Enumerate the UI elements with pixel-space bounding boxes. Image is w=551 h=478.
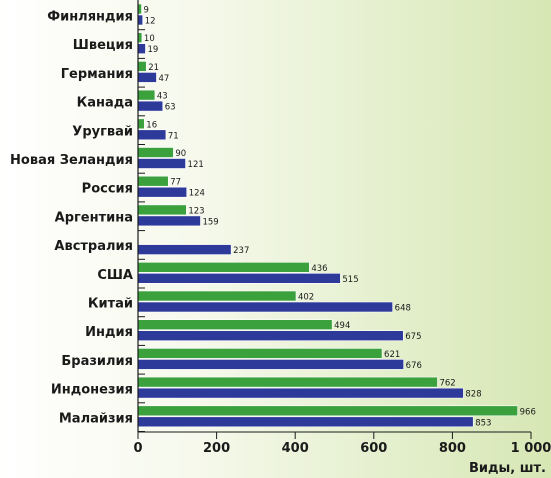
bar — [137, 405, 518, 417]
data-label: 10 — [144, 34, 155, 44]
data-label: 43 — [157, 92, 168, 102]
bar — [137, 387, 464, 399]
data-label: 515 — [342, 275, 358, 285]
bar — [137, 319, 333, 331]
bar — [137, 359, 404, 370]
bar — [137, 376, 438, 388]
x-tick-label: 800 — [439, 441, 466, 456]
data-label: 966 — [520, 407, 536, 417]
data-label: 63 — [165, 103, 176, 113]
bar — [137, 89, 156, 101]
x-tick-label: 0 — [133, 441, 142, 456]
x-axis-title: Виды, шт. — [469, 461, 546, 476]
category-label: Швеция — [73, 38, 133, 53]
category-label: Китай — [88, 297, 133, 312]
category-label: Уругвай — [72, 124, 133, 139]
data-label: 77 — [170, 178, 181, 188]
category-label: Бразилия — [61, 354, 133, 369]
data-label: 402 — [298, 293, 314, 303]
bar — [137, 416, 474, 428]
category-label: Индия — [85, 325, 133, 340]
bar — [137, 215, 201, 227]
data-label: 90 — [175, 149, 186, 159]
bar — [137, 272, 341, 284]
bar — [137, 129, 167, 141]
category-label: Новая Зеландия — [10, 153, 133, 168]
category-label: Россия — [82, 182, 133, 197]
category-label: Индонезия — [51, 383, 133, 398]
category-label: Германия — [61, 67, 133, 82]
data-label: 124 — [189, 189, 205, 199]
data-label: 121 — [188, 160, 204, 170]
data-label: 123 — [188, 206, 204, 216]
x-tick-label: 200 — [203, 441, 230, 456]
bar — [137, 61, 147, 72]
data-label: 12 — [145, 17, 156, 27]
bar — [137, 261, 310, 273]
category-label: Канада — [77, 96, 133, 111]
data-label: 648 — [395, 304, 411, 314]
category-label: Аргентина — [55, 210, 133, 225]
data-label: 21 — [148, 63, 159, 73]
data-label: 436 — [311, 264, 327, 274]
x-tick-label: 1 000 — [511, 441, 551, 456]
data-label: 19 — [147, 45, 158, 55]
data-label: 762 — [439, 379, 455, 389]
data-label: 853 — [475, 418, 491, 428]
data-label: 16 — [146, 120, 157, 130]
bar — [137, 72, 157, 83]
category-label: Австралия — [54, 239, 133, 254]
bar — [137, 14, 144, 26]
category-label: Финляндия — [47, 10, 133, 25]
bar — [137, 118, 145, 130]
category-label: Малайзия — [59, 411, 133, 426]
x-tick-label: 600 — [360, 441, 387, 456]
data-label: 9 — [144, 6, 149, 16]
data-label: 71 — [168, 131, 179, 141]
bar — [137, 175, 169, 187]
data-label: 494 — [334, 321, 350, 331]
bar — [137, 301, 393, 313]
bar — [137, 244, 232, 255]
data-label: 159 — [202, 217, 218, 227]
bar — [137, 158, 186, 169]
category-label: США — [97, 268, 133, 283]
bar — [137, 100, 164, 112]
data-label: 237 — [233, 246, 249, 256]
bar — [137, 290, 297, 302]
bar — [137, 186, 188, 198]
bar — [137, 348, 383, 359]
bar — [137, 204, 187, 216]
bar — [137, 43, 146, 55]
data-label: 828 — [465, 390, 481, 400]
bar — [137, 147, 174, 158]
x-tick-label: 400 — [282, 441, 309, 456]
data-label: 676 — [406, 361, 422, 371]
data-label: 47 — [158, 74, 169, 84]
bar — [137, 330, 404, 342]
data-label: 675 — [405, 332, 421, 342]
data-label: 621 — [384, 350, 400, 360]
